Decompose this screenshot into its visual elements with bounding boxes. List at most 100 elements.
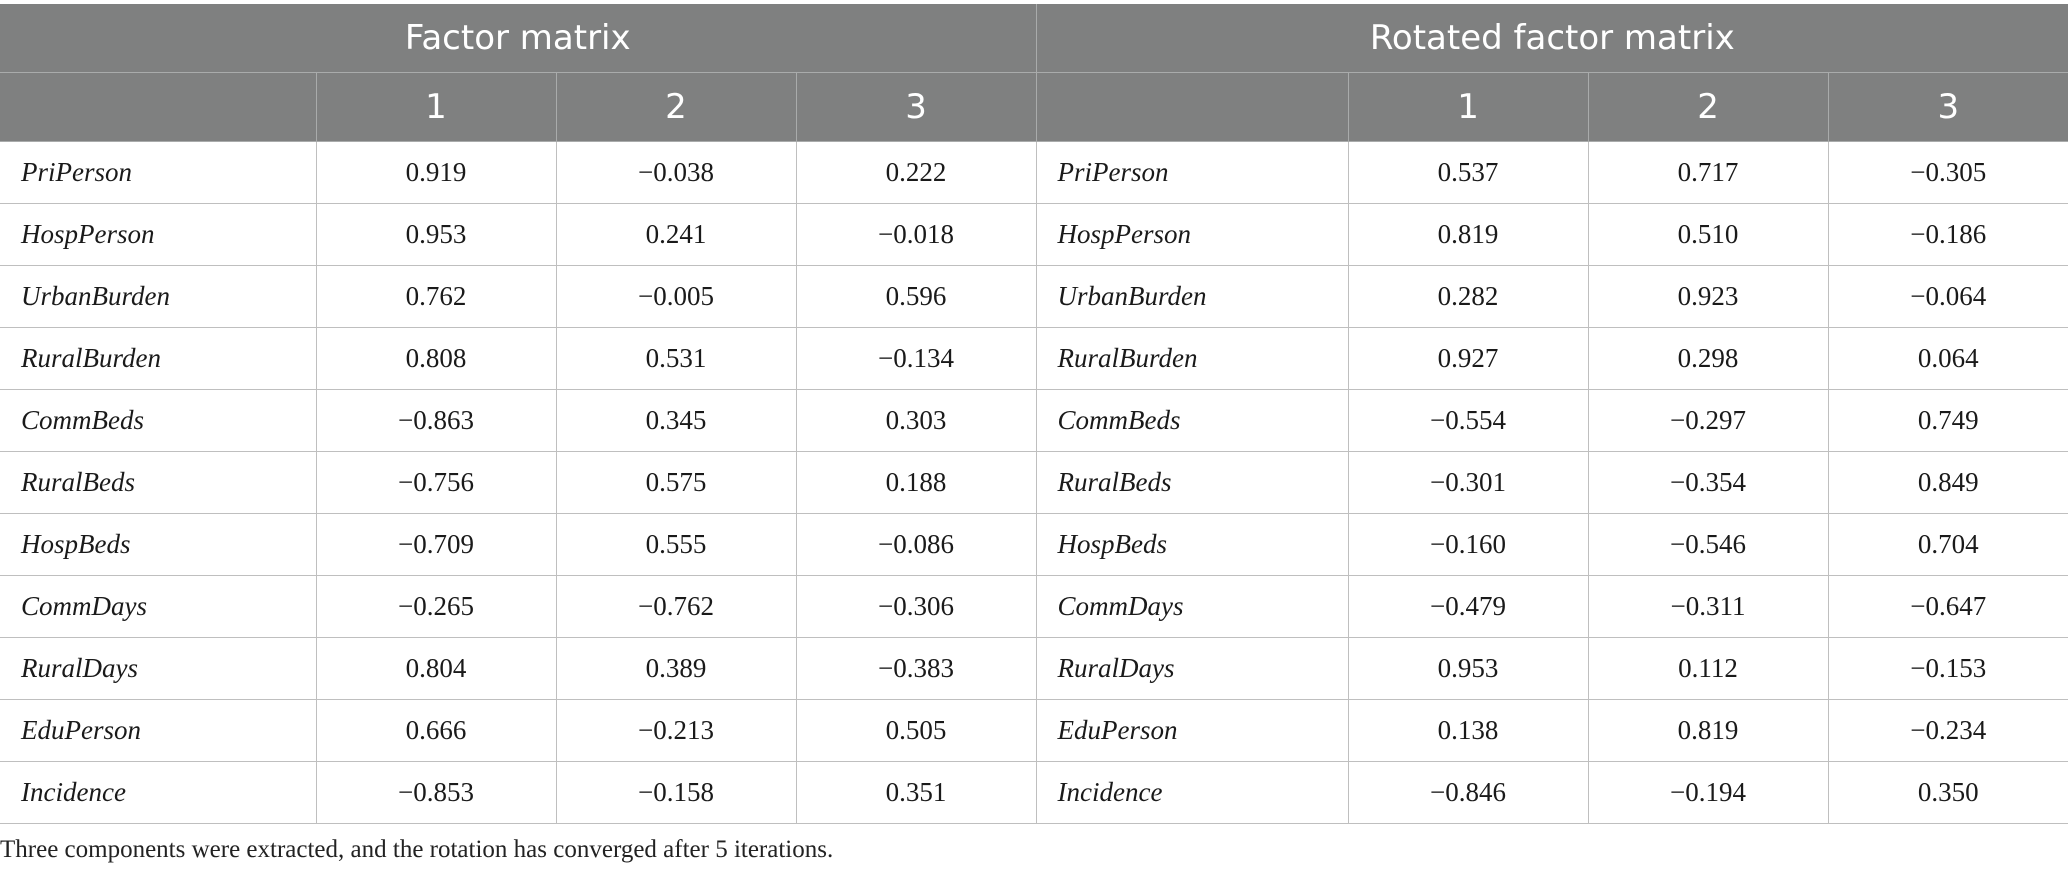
factor-col-3-header: 3 (796, 72, 1037, 142)
factor-loading-cell: 0.531 (556, 327, 797, 390)
rotated-loading-cell: 0.819 (1588, 699, 1829, 762)
table-row: CommDays −0.265 −0.762 −0.306 CommDays −0.479… (0, 575, 2068, 638)
rotated-loading-cell: 0.510 (1588, 203, 1829, 266)
variable-label: UrbanBurden (0, 265, 317, 328)
factor-loading-cell: −0.306 (796, 575, 1037, 638)
variable-label: EduPerson (0, 699, 317, 762)
rotated-variable-label: Incidence (1036, 761, 1349, 824)
factor-loading-cell: 0.953 (316, 203, 557, 266)
factor-loading-cell: 0.241 (556, 203, 797, 266)
variable-label: CommBeds (0, 389, 317, 452)
rotated-loading-cell: −0.846 (1348, 761, 1589, 824)
table-row: RuralDays 0.804 0.389 −0.383 RuralDays 0.953 0… (0, 637, 2068, 700)
rotated-loading-cell: −0.554 (1348, 389, 1589, 452)
rotated-loading-cell: −0.186 (1828, 203, 2068, 266)
rotated-loading-cell: 0.849 (1828, 451, 2068, 514)
rotated-loading-cell: 0.749 (1828, 389, 2068, 452)
rotated-loading-cell: 0.819 (1348, 203, 1589, 266)
rotated-loading-cell: −0.479 (1348, 575, 1589, 638)
rotated-loading-cell: −0.234 (1828, 699, 2068, 762)
factor-loading-cell: −0.134 (796, 327, 1037, 390)
table-row: HospBeds −0.709 0.555 −0.086 HospBeds −0.160−… (0, 513, 2068, 576)
factor-loading-cell: −0.018 (796, 203, 1037, 266)
factor-loading-cell: −0.005 (556, 265, 797, 328)
table-row: CommBeds −0.863 0.345 0.303 CommBeds −0.554 −0… (0, 389, 2068, 452)
factor-loading-cell: 0.188 (796, 451, 1037, 514)
rotated-loading-cell: −0.305 (1828, 141, 2068, 204)
factor-col-2-header: 2 (556, 72, 797, 142)
table-body: PriPerson 0.919 −0.038 0.222 PriPerson 0.537 0… (0, 141, 2068, 824)
factor-loading-cell: 0.919 (316, 141, 557, 204)
factor-matrix-header: Factor matrix (0, 4, 1037, 73)
rotated-variable-label: CommBeds (1036, 389, 1349, 452)
factor-loading-cell: −0.213 (556, 699, 797, 762)
rotated-loading-cell: 0.138 (1348, 699, 1589, 762)
factor-loading-cell: 0.555 (556, 513, 797, 576)
factor-loading-cell: −0.853 (316, 761, 557, 824)
factor-col-1-header: 1 (316, 72, 557, 142)
rotated-loading-cell: 0.953 (1348, 637, 1589, 700)
table-row: Incidence −0.853 −0.158 0.351 Incidence −0.84… (0, 761, 2068, 824)
rotated-loading-cell: −0.311 (1588, 575, 1829, 638)
rotated-variable-label: RuralBeds (1036, 451, 1349, 514)
rotated-loading-cell: −0.194 (1588, 761, 1829, 824)
rotated-loading-cell: −0.647 (1828, 575, 2068, 638)
factor-loading-cell: −0.762 (556, 575, 797, 638)
variable-label: PriPerson (0, 141, 317, 204)
rotated-factor-matrix-header: Rotated factor matrix (1036, 4, 2068, 73)
rotated-loading-cell: 0.927 (1348, 327, 1589, 390)
factor-loading-cell: −0.863 (316, 389, 557, 452)
table-row: UrbanBurden 0.762 −0.005 0.596 UrbanBurden 0.… (0, 265, 2068, 328)
factor-matrix-table: Factor matrix Rotated factor matrix 1 2 … (0, 4, 2068, 824)
empty-rotated-label-header (1036, 72, 1349, 142)
factor-loading-cell: −0.038 (556, 141, 797, 204)
table-row: RuralBeds −0.756 0.575 0.188 RuralBeds −0.301… (0, 451, 2068, 514)
rotated-col-2-header: 2 (1588, 72, 1829, 142)
rotated-loading-cell: 0.350 (1828, 761, 2068, 824)
rotated-variable-label: HospBeds (1036, 513, 1349, 576)
variable-label: HospBeds (0, 513, 317, 576)
rotated-variable-label: RuralDays (1036, 637, 1349, 700)
rotated-loading-cell: −0.301 (1348, 451, 1589, 514)
rotated-loading-cell: 0.282 (1348, 265, 1589, 328)
factor-number-header-row: 1 2 3 1 2 3 (0, 72, 2068, 142)
rotated-loading-cell: 0.923 (1588, 265, 1829, 328)
rotated-variable-label: CommDays (1036, 575, 1349, 638)
rotated-loading-cell: −0.546 (1588, 513, 1829, 576)
rotated-variable-label: EduPerson (1036, 699, 1349, 762)
factor-loading-cell: −0.383 (796, 637, 1037, 700)
table-row: PriPerson 0.919 −0.038 0.222 PriPerson 0.537 0… (0, 141, 2068, 204)
rotated-variable-label: PriPerson (1036, 141, 1349, 204)
factor-loading-cell: 0.575 (556, 451, 797, 514)
factor-loading-cell: 0.666 (316, 699, 557, 762)
rotated-loading-cell: −0.064 (1828, 265, 2068, 328)
empty-corner-header (0, 72, 317, 142)
factor-matrix-table-container: Factor matrix Rotated factor matrix 1 2 … (0, 4, 2068, 824)
rotated-col-3-header: 3 (1828, 72, 2068, 142)
table-row: HospPerson 0.953 0.241 −0.018 HospPerson 0.81… (0, 203, 2068, 266)
rotated-loading-cell: −0.297 (1588, 389, 1829, 452)
factor-loading-cell: 0.804 (316, 637, 557, 700)
rotated-loading-cell: 0.537 (1348, 141, 1589, 204)
variable-label: Incidence (0, 761, 317, 824)
factor-loading-cell: −0.158 (556, 761, 797, 824)
variable-label: RuralBurden (0, 327, 317, 390)
factor-loading-cell: −0.756 (316, 451, 557, 514)
factor-loading-cell: 0.505 (796, 699, 1037, 762)
factor-loading-cell: −0.265 (316, 575, 557, 638)
rotated-variable-label: HospPerson (1036, 203, 1349, 266)
group-header-row: Factor matrix Rotated factor matrix (0, 4, 2068, 73)
rotated-loading-cell: 0.704 (1828, 513, 2068, 576)
rotated-loading-cell: −0.160 (1348, 513, 1589, 576)
factor-loading-cell: 0.808 (316, 327, 557, 390)
variable-label: RuralBeds (0, 451, 317, 514)
rotated-loading-cell: −0.354 (1588, 451, 1829, 514)
factor-loading-cell: 0.303 (796, 389, 1037, 452)
rotated-loading-cell: 0.064 (1828, 327, 2068, 390)
factor-loading-cell: −0.086 (796, 513, 1037, 576)
rotated-loading-cell: −0.153 (1828, 637, 2068, 700)
rotated-loading-cell: 0.298 (1588, 327, 1829, 390)
factor-loading-cell: 0.345 (556, 389, 797, 452)
table-row: EduPerson 0.666 −0.213 0.505 EduPerson 0.138 0… (0, 699, 2068, 762)
variable-label: CommDays (0, 575, 317, 638)
